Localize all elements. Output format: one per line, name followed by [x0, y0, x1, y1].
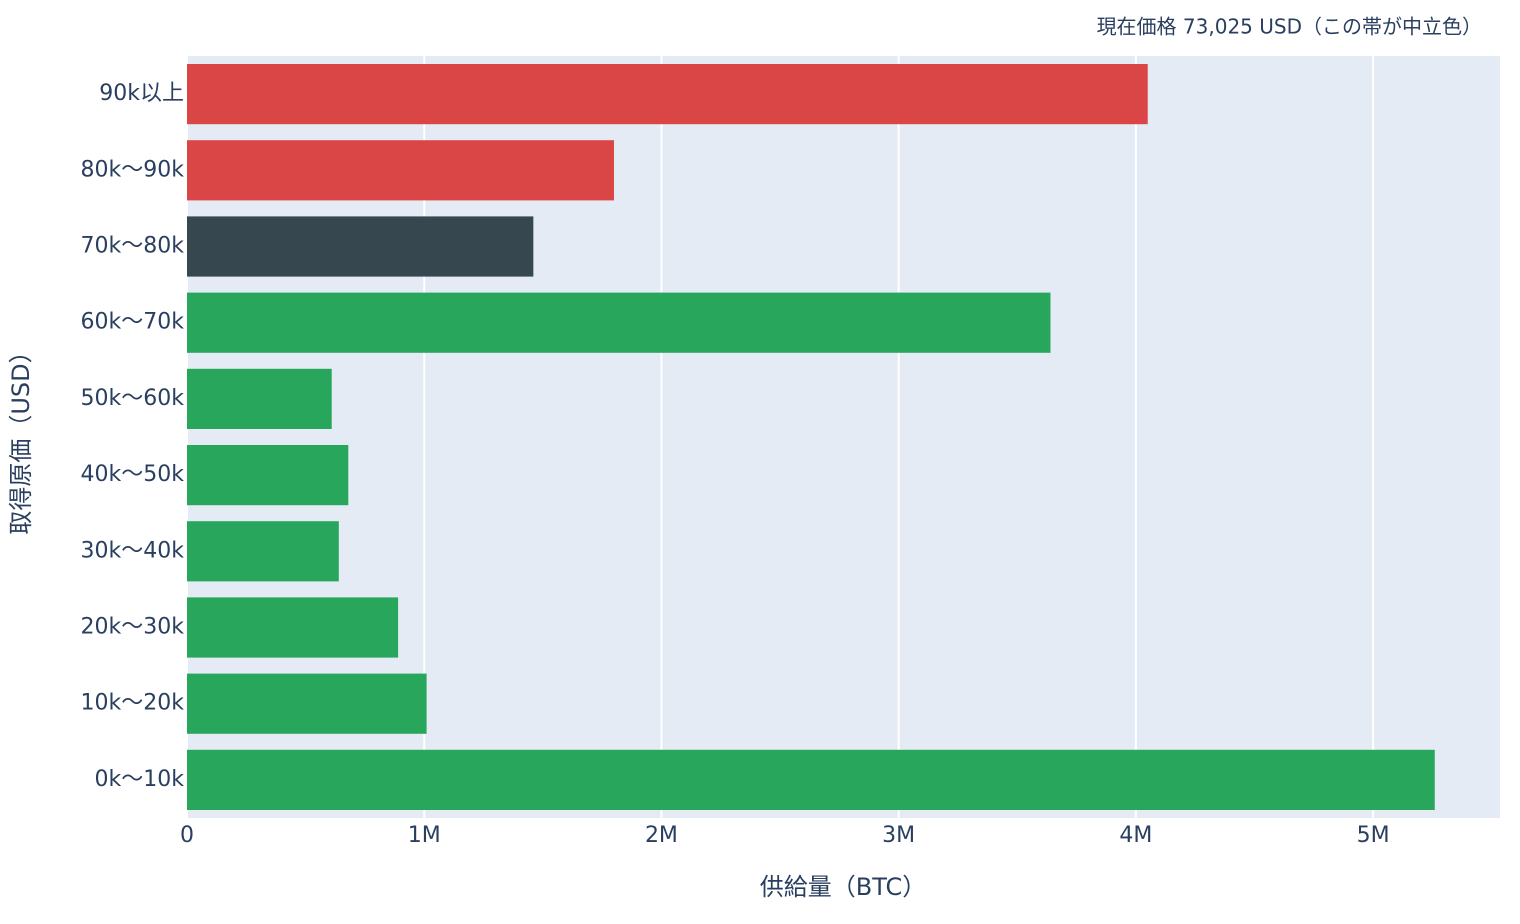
- y-tick-label: 10k〜20k: [81, 691, 185, 716]
- bar: [187, 216, 534, 277]
- bar: [187, 368, 332, 429]
- y-tick-label: 20k〜30k: [81, 615, 185, 640]
- y-tick-label: 0k〜10k: [95, 767, 185, 792]
- bar: [187, 140, 614, 201]
- x-tick-label: 0: [180, 823, 194, 848]
- y-tick-label: 70k〜80k: [81, 234, 185, 259]
- y-tick-label: 60k〜70k: [81, 310, 185, 335]
- bar: [187, 521, 339, 582]
- annotation: 現在価格 73,025 USD（この帯が中立色）: [1097, 15, 1482, 39]
- bar: [187, 597, 399, 658]
- x-axis-title: 供給量（BTC）: [760, 873, 926, 901]
- bar: [187, 749, 1435, 810]
- y-axis-title: 取得原価（USD）: [7, 339, 35, 534]
- x-tick-label: 5M: [1357, 823, 1390, 848]
- bar: [187, 64, 1148, 125]
- bar: [187, 292, 1051, 353]
- bar: [187, 445, 349, 506]
- x-tick-label: 3M: [882, 823, 915, 848]
- x-tick-label: 2M: [645, 823, 678, 848]
- y-tick-label: 30k〜40k: [81, 538, 185, 563]
- x-tick-label: 4M: [1119, 823, 1152, 848]
- y-tick-label: 90k以上: [99, 81, 184, 106]
- y-tick-label: 50k〜60k: [81, 386, 185, 411]
- bar: [187, 673, 427, 734]
- x-tick-label: 1M: [408, 823, 441, 848]
- y-tick-label: 40k〜50k: [81, 462, 185, 487]
- y-tick-label: 80k〜90k: [81, 157, 185, 182]
